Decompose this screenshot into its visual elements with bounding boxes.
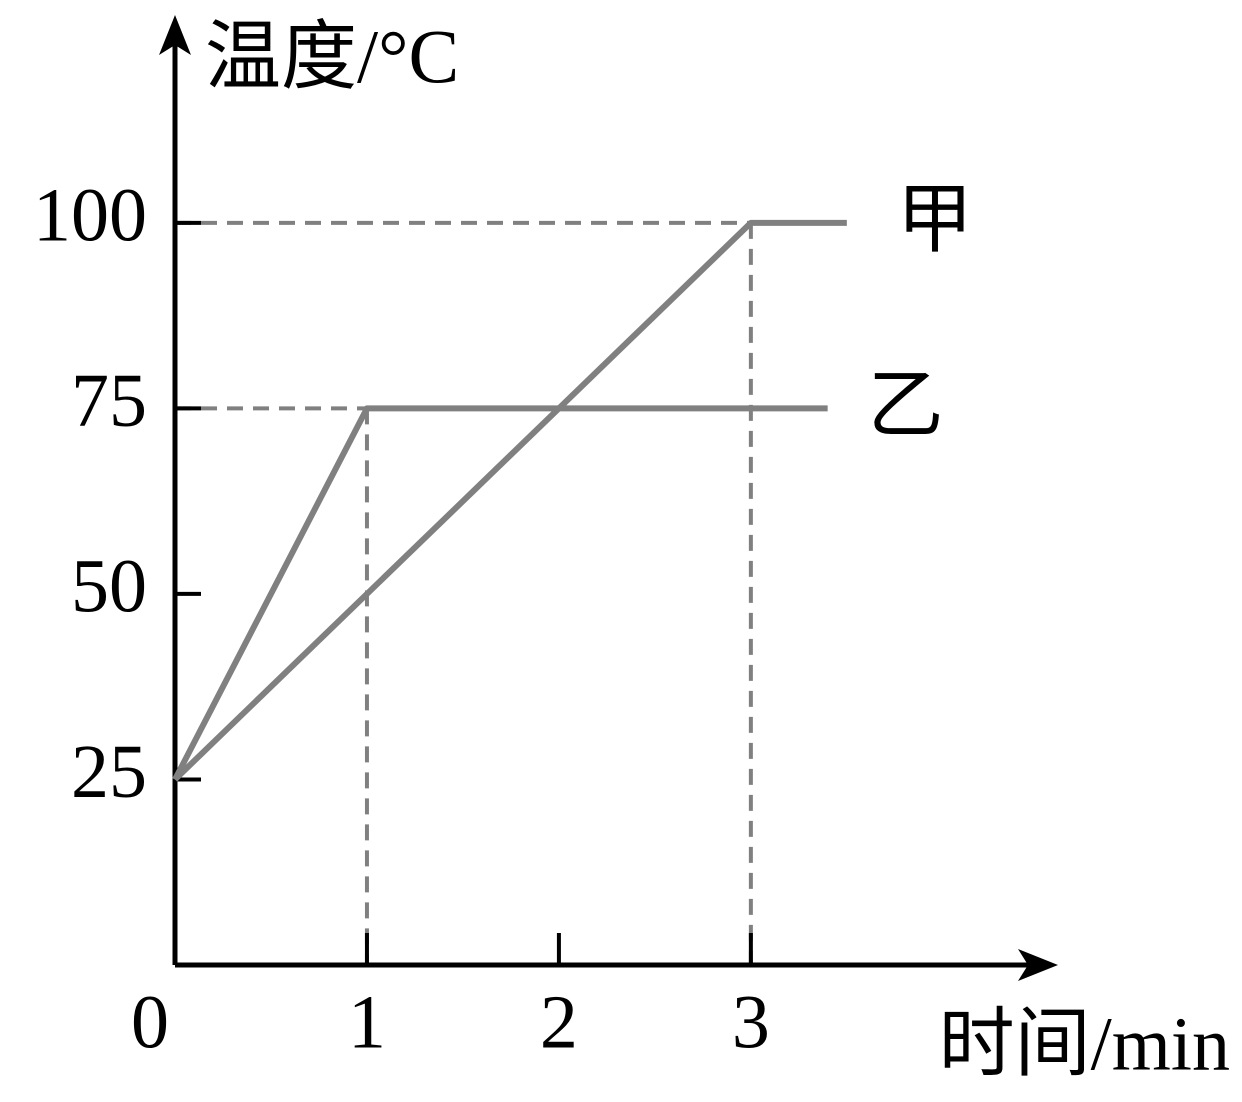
series-label: 乙 xyxy=(868,364,944,448)
x-axis-arrow xyxy=(1018,949,1058,981)
y-tick-label: 100 xyxy=(33,173,147,257)
y-tick-label: 50 xyxy=(71,544,147,628)
x-tick-label: 0 xyxy=(131,980,169,1064)
y-axis-label: 温度/°C xyxy=(205,15,459,99)
y-axis-arrow xyxy=(159,15,191,55)
y-tick-label: 25 xyxy=(71,730,147,814)
x-axis-label: 时间/min xyxy=(939,1002,1230,1086)
x-tick-label: 1 xyxy=(348,980,386,1064)
series-line xyxy=(172,405,828,781)
x-tick-label: 2 xyxy=(540,980,578,1064)
series-label: 甲 xyxy=(897,178,973,262)
series-line xyxy=(172,219,847,782)
y-tick-label: 75 xyxy=(71,359,147,443)
x-tick-label: 3 xyxy=(732,980,770,1064)
